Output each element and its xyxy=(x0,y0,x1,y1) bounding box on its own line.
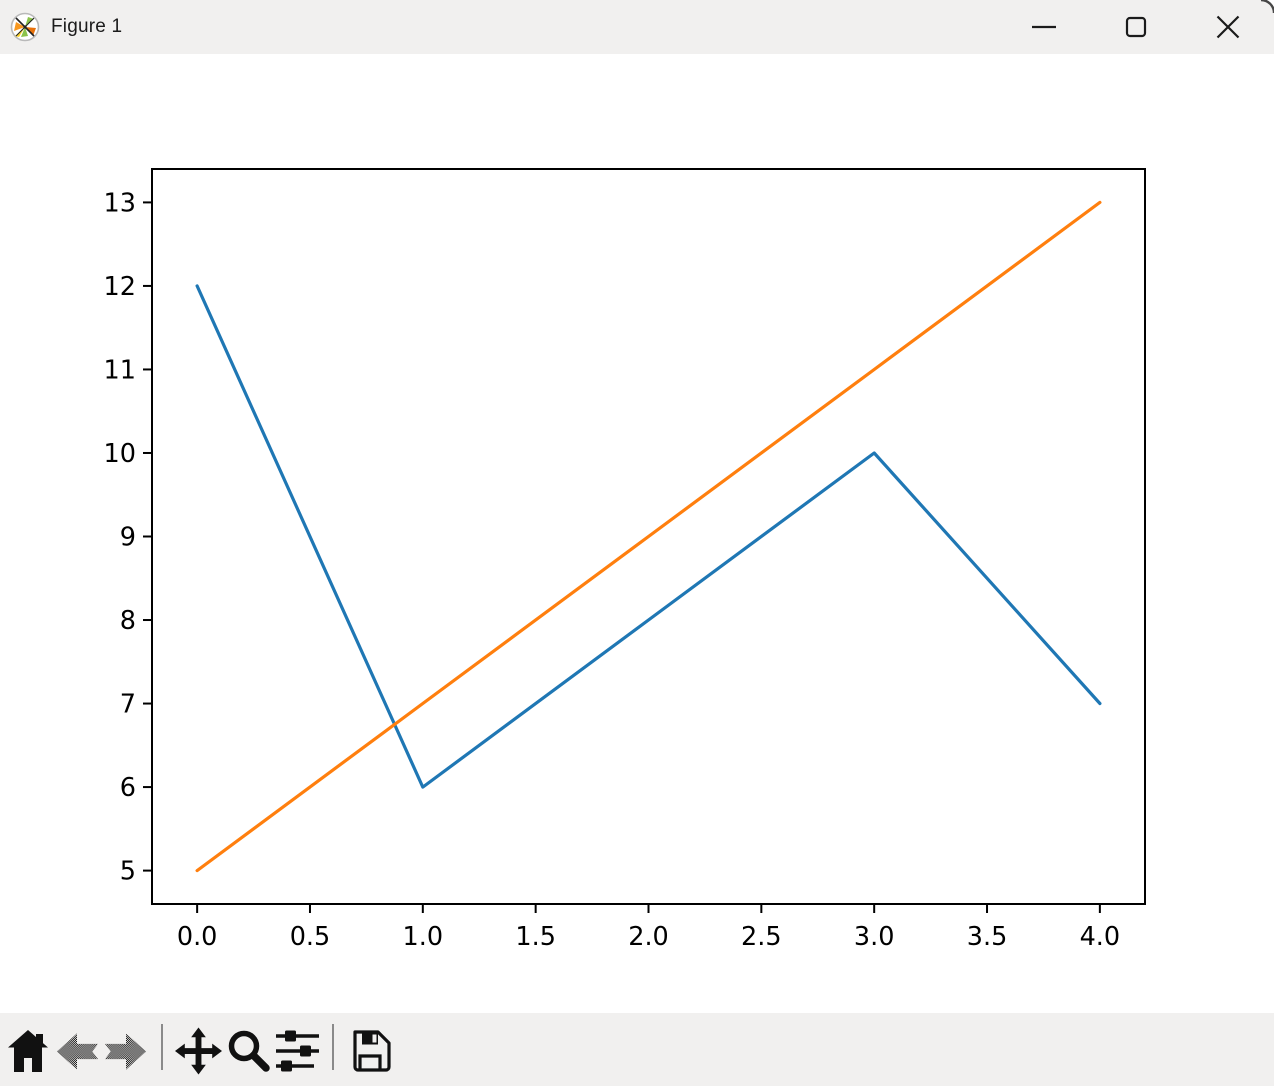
x-tick-label: 2.0 xyxy=(628,922,669,952)
home-button[interactable] xyxy=(4,1022,51,1080)
axes-spines xyxy=(151,168,1146,905)
minimize-button[interactable] xyxy=(998,0,1090,54)
forward-arrow-icon xyxy=(104,1032,146,1070)
y-tick-label: 10 xyxy=(104,439,136,469)
back-button[interactable] xyxy=(53,1022,100,1080)
home-icon xyxy=(7,1030,48,1072)
pan-button[interactable] xyxy=(175,1022,222,1080)
sliders-icon xyxy=(275,1030,319,1072)
pan-arrows-icon xyxy=(175,1027,222,1075)
window-titlebar: Figure 1 xyxy=(0,0,1274,54)
plot-canvas[interactable]: 0.0 0.5 1.0 1.5 2.0 2.5 3.0 3.5 4.0 5 6 7 8 9 10 11 12 13 xyxy=(0,54,1274,1013)
window-controls xyxy=(998,0,1274,54)
figure-canvas[interactable]: 0.0 0.5 1.0 1.5 2.0 2.5 3.0 3.5 4.0 5 6 7 8 9 10 11 12 13 xyxy=(0,54,1274,1013)
x-tick-label: 2.5 xyxy=(741,922,782,952)
minimize-icon xyxy=(1032,25,1056,29)
y-tick-label: 9 xyxy=(120,523,136,553)
back-arrow-icon xyxy=(56,1032,98,1070)
y-tick-label: 5 xyxy=(120,857,136,887)
x-tick-label: 3.0 xyxy=(854,922,895,952)
window-title: Figure 1 xyxy=(51,16,123,37)
series-line-2 xyxy=(195,200,1102,873)
toolbar-separator xyxy=(332,1024,334,1070)
y-tick-label: 12 xyxy=(104,272,136,302)
x-tick-label: 4.0 xyxy=(1080,922,1121,952)
y-tick-label: 7 xyxy=(120,690,136,720)
zoom-magnifier-icon xyxy=(228,1030,270,1072)
navigation-toolbar xyxy=(0,1013,1274,1086)
x-tick-label: 3.5 xyxy=(967,922,1008,952)
save-button[interactable] xyxy=(346,1022,393,1080)
x-tick-label: 0.0 xyxy=(177,922,218,952)
save-floppy-icon xyxy=(352,1030,391,1072)
close-icon xyxy=(1216,15,1240,39)
y-tick-label: 13 xyxy=(104,188,136,218)
configure-subplots-button[interactable] xyxy=(273,1022,320,1080)
x-tick-label: 1.0 xyxy=(403,922,444,952)
y-tick-label: 11 xyxy=(104,355,136,385)
y-tick-label: 6 xyxy=(120,773,136,803)
maximize-button[interactable] xyxy=(1090,0,1182,54)
maximize-icon xyxy=(1125,16,1147,38)
toolbar-separator xyxy=(161,1024,163,1070)
x-tick-label: 1.5 xyxy=(515,922,556,952)
close-button[interactable] xyxy=(1182,0,1274,54)
zoom-button[interactable] xyxy=(224,1022,271,1080)
series-line-1 xyxy=(195,284,1102,789)
matplotlib-logo-icon xyxy=(10,12,40,42)
forward-button[interactable] xyxy=(102,1022,149,1080)
x-tick-label: 0.5 xyxy=(290,922,331,952)
y-tick-label: 8 xyxy=(120,606,136,636)
